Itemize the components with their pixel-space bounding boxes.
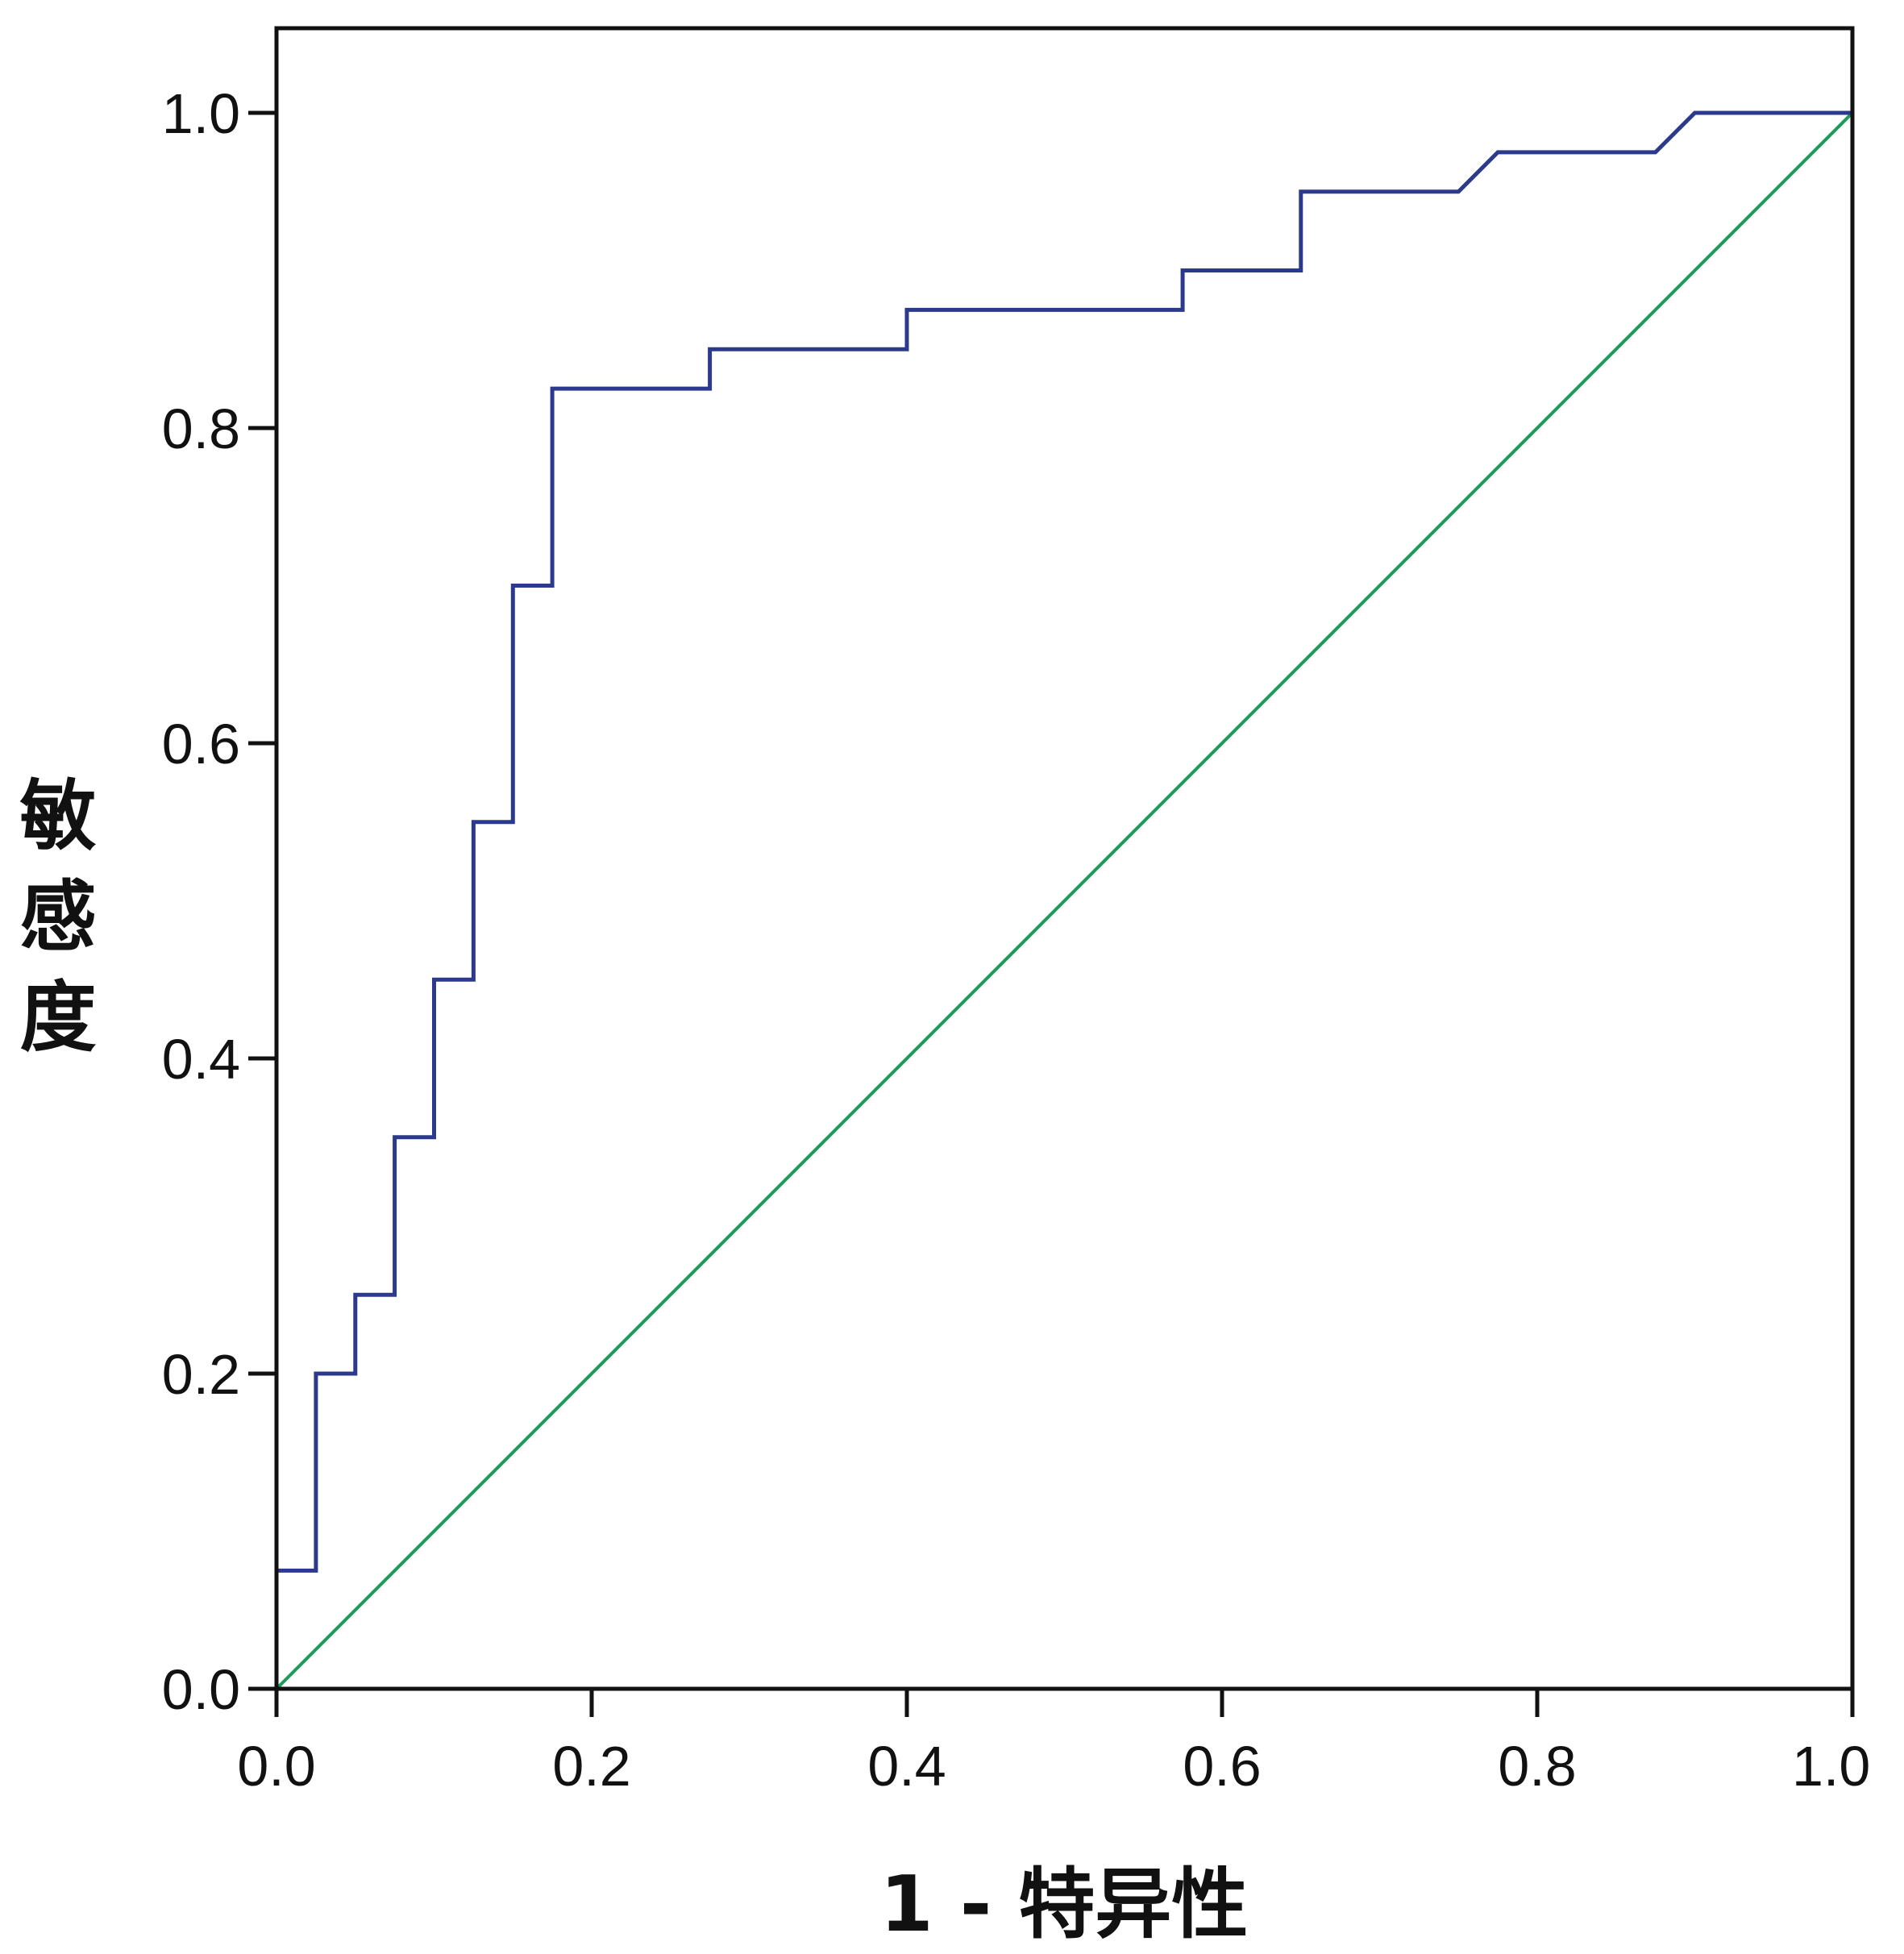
y-axis-title-char: 感 bbox=[19, 873, 96, 962]
x-tick-label: 0.8 bbox=[1498, 1735, 1576, 1798]
x-tick-label: 0.6 bbox=[1183, 1735, 1261, 1798]
axes: 0.0 0.2 0.4 0.6 0.8 1.0 0.0 0.2 0.4 0.6 0.8 1.0 bbox=[162, 26, 1870, 1798]
x-tick-label: 1.0 bbox=[1792, 1735, 1870, 1798]
roc-curve-line bbox=[274, 110, 1852, 1689]
reference-diagonal-line bbox=[275, 111, 1854, 1690]
x-tick-label: 0.2 bbox=[552, 1735, 630, 1798]
y-tick-label: 1.0 bbox=[162, 82, 240, 145]
y-tick-label: 0.4 bbox=[162, 1028, 240, 1091]
y-axis-title: 敏感度 bbox=[19, 772, 96, 1062]
x-tick-label: 0.0 bbox=[237, 1735, 315, 1798]
y-tick-label: 0.6 bbox=[162, 713, 240, 775]
y-tick-label: 0.0 bbox=[162, 1658, 240, 1721]
y-axis-title-char: 敏 bbox=[19, 772, 96, 861]
y-tick-label: 0.2 bbox=[162, 1343, 240, 1406]
plot-frame bbox=[274, 26, 1855, 1691]
x-tick-label: 0.4 bbox=[867, 1735, 946, 1798]
y-axis-title-char: 度 bbox=[19, 974, 96, 1062]
y-tick-label: 0.8 bbox=[162, 397, 240, 460]
plot-area bbox=[274, 110, 1854, 1690]
x-axis-title: 1 - 特异性 bbox=[880, 1860, 1249, 1949]
